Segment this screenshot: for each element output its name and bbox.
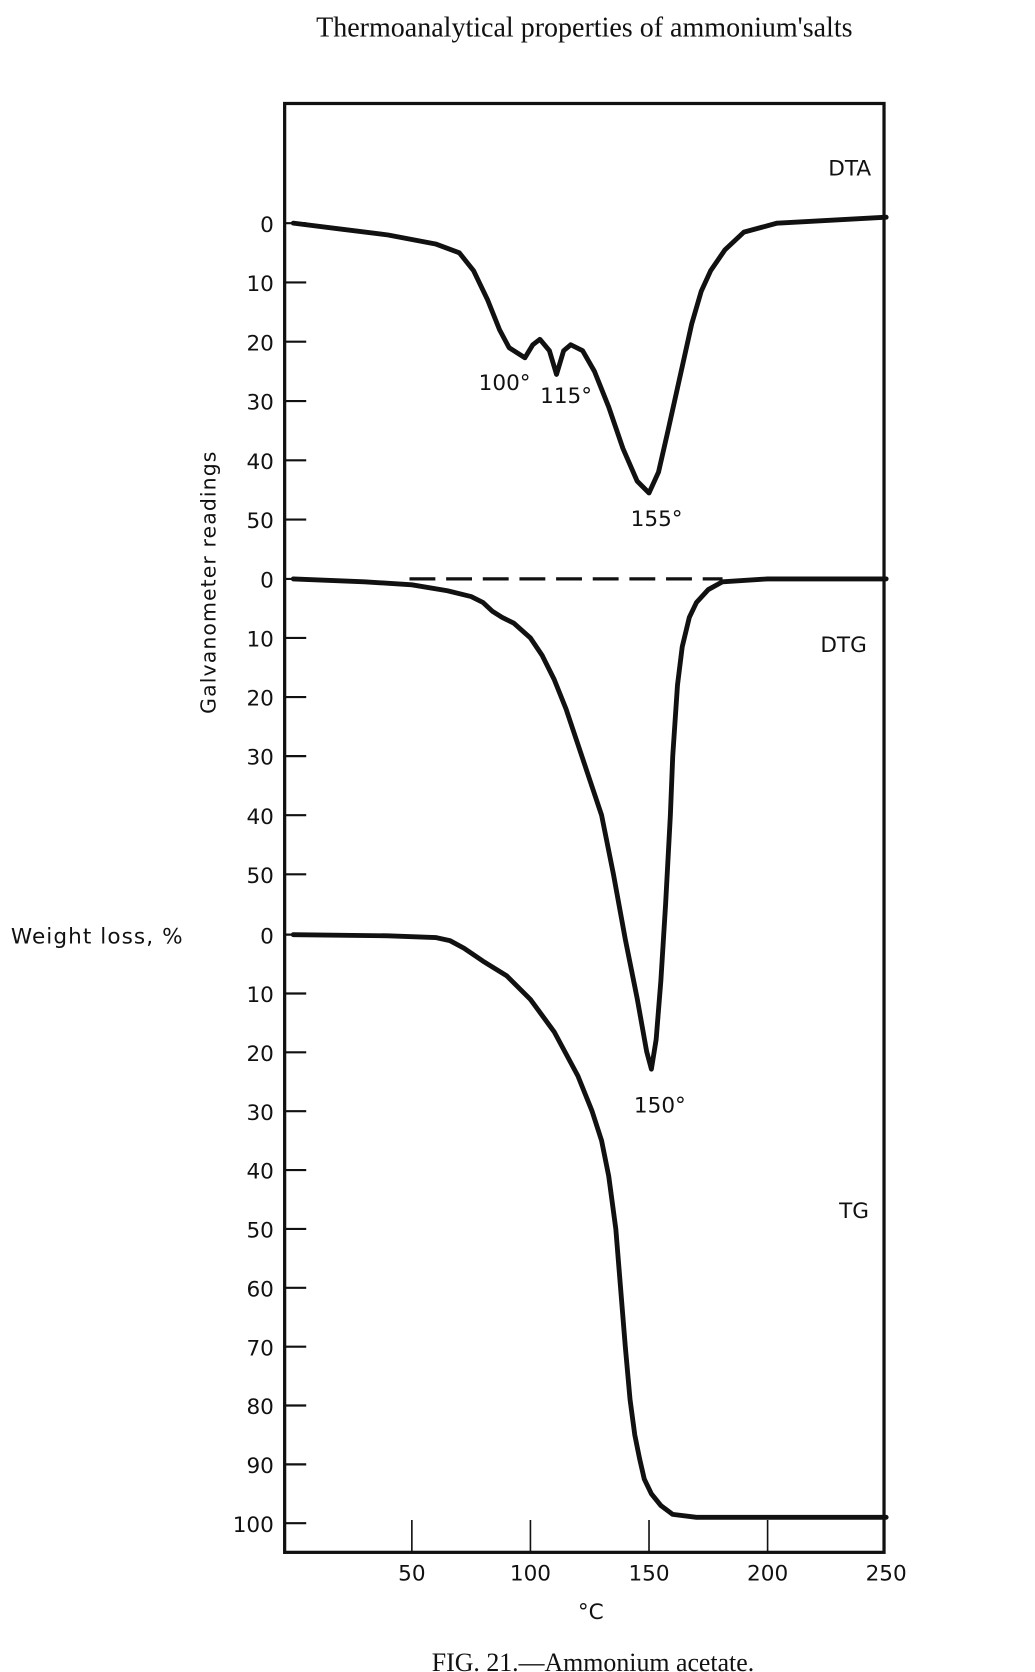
dtg-curve [290, 576, 889, 1072]
dtg-y-tick-label: 0 [260, 569, 274, 594]
plot-frame [283, 101, 886, 1554]
tg-y-tick-label: 10 [246, 983, 273, 1008]
dta-y-tick-label: 0 [260, 213, 274, 238]
x-tick-label: 200 [747, 1561, 788, 1586]
dtg-y-tick-label: 20 [246, 687, 273, 712]
y-axis-label-galvanometer: Galvanometer readings [197, 450, 221, 713]
dta-y-tick-label: 30 [246, 391, 273, 416]
dtg-y-tick-label: 50 [246, 864, 273, 889]
dtg-peak-label-150: 150° [634, 1094, 686, 1119]
tg-y-tick-label: 90 [246, 1454, 273, 1479]
tg-y-tick-label: 30 [246, 1101, 273, 1126]
dta-y-tick-label: 50 [246, 509, 273, 534]
dta-peak-label-155: 155° [631, 507, 683, 532]
dta-peak-label-115: 115° [540, 384, 592, 409]
panel-label-dtg: DTG [820, 633, 866, 658]
x-tick-label: 250 [866, 1561, 907, 1586]
panel-label-tg: TG [838, 1199, 869, 1224]
dta-peak-label-100: 100° [479, 371, 531, 396]
tg-y-tick-label: 50 [246, 1219, 273, 1244]
x-tick-label: 150 [628, 1561, 669, 1586]
dta-y-tick-label: 40 [246, 450, 273, 475]
panel-label-dta: DTA [828, 157, 871, 182]
y-axis-label-weight-loss: Weight loss, % [11, 924, 184, 949]
x-tick-label: 50 [398, 1561, 425, 1586]
dtg-y-tick-label: 10 [246, 628, 273, 653]
dtg-y-tick-label: 30 [246, 746, 273, 771]
tg-y-tick-label: 70 [246, 1336, 273, 1361]
tg-curve [290, 932, 889, 1520]
tg-y-tick-label: 60 [246, 1277, 273, 1302]
page-title: Thermoanalytical properties of ammonium'… [316, 13, 852, 44]
x-axis-label: °C [578, 1600, 604, 1625]
tg-y-tick-label: 0 [260, 924, 274, 949]
dtg-y-tick-label: 40 [246, 805, 273, 830]
dta-curve [290, 214, 889, 496]
tg-y-tick-label: 40 [246, 1160, 273, 1185]
tg-y-tick-label: 100 [233, 1513, 274, 1538]
tg-y-tick-label: 80 [246, 1395, 273, 1420]
tg-y-tick-label: 20 [246, 1042, 273, 1067]
dta-y-tick-label: 10 [246, 272, 273, 297]
x-tick-label: 100 [510, 1561, 551, 1586]
figure-caption: FIG. 21.—Ammonium acetate. [432, 1648, 754, 1672]
dta-y-tick-label: 20 [246, 331, 273, 356]
